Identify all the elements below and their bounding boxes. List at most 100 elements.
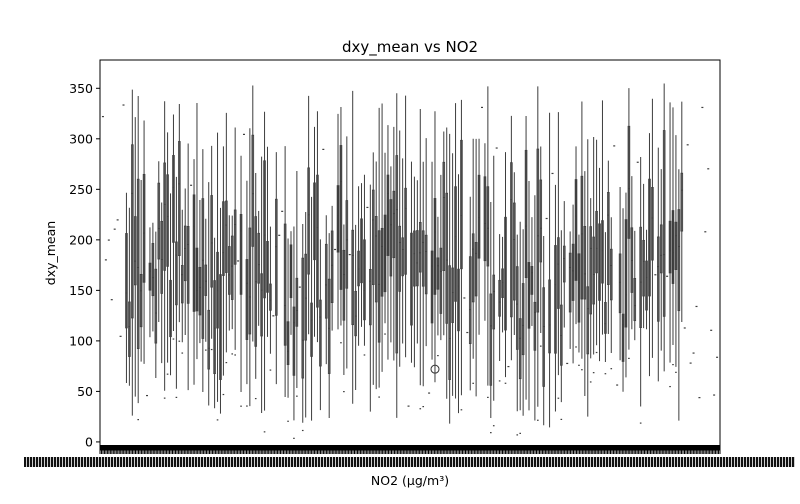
box-body <box>601 220 604 284</box>
box-body <box>392 190 396 259</box>
box-body <box>633 278 637 322</box>
x-tick-label <box>708 457 711 467</box>
box-group <box>351 90 354 404</box>
box-group <box>389 166 393 343</box>
box-group <box>198 200 202 344</box>
x-tick-label <box>159 457 162 467</box>
x-tick-label <box>366 457 369 467</box>
box-group <box>536 86 540 421</box>
box-body <box>131 144 134 319</box>
x-tick-label <box>597 457 600 467</box>
x-tick-label <box>171 457 174 467</box>
box-group <box>398 130 401 367</box>
box-body <box>175 241 178 306</box>
box-group <box>354 224 357 391</box>
x-tick-label <box>333 457 336 467</box>
x-tick-label <box>108 457 111 467</box>
x-tick-label <box>240 457 243 467</box>
box-group <box>557 112 560 399</box>
x-tick-label <box>633 457 636 467</box>
box-group <box>574 146 578 348</box>
box-body <box>448 265 451 380</box>
box-body <box>574 179 578 281</box>
box-group <box>554 184 557 412</box>
box-group <box>451 153 454 396</box>
x-tick-label <box>564 457 567 467</box>
box-body <box>618 253 622 314</box>
x-tick-label <box>657 457 660 467</box>
x-tick-label <box>579 457 582 467</box>
x-tick-label <box>336 457 339 467</box>
x-axis <box>24 445 795 467</box>
box-body <box>595 210 598 274</box>
box-group <box>674 135 678 373</box>
x-tick-band <box>100 445 720 450</box>
box-group <box>592 137 595 374</box>
x-tick-label <box>270 457 273 467</box>
box-body <box>307 167 310 275</box>
x-tick-label <box>303 457 306 467</box>
box-group <box>178 104 181 342</box>
x-tick-label <box>111 457 114 467</box>
box-group <box>492 155 496 427</box>
box-group <box>595 139 598 354</box>
box-body <box>413 230 416 287</box>
box-body <box>645 260 648 311</box>
box-group <box>301 223 305 432</box>
box-group <box>369 184 372 412</box>
x-tick-label <box>609 457 612 467</box>
box-group <box>363 174 366 356</box>
box-body <box>310 302 313 357</box>
x-tick-label <box>426 457 429 467</box>
box-group <box>319 239 322 411</box>
box-group <box>448 133 451 424</box>
box-body <box>580 175 584 300</box>
x-tick-label <box>744 457 747 467</box>
x-tick-label <box>651 457 654 467</box>
x-tick-label <box>204 457 207 467</box>
x-tick-label <box>351 457 354 467</box>
x-tick-label <box>489 457 492 467</box>
x-tick-label <box>318 457 321 467</box>
x-tick-label <box>120 457 123 467</box>
box-group <box>454 103 457 399</box>
box-group <box>222 146 225 396</box>
x-tick-label <box>507 457 510 467</box>
x-tick-label <box>531 457 534 467</box>
box-group <box>639 157 642 424</box>
box-group <box>307 95 310 335</box>
x-tick-label <box>399 457 402 467</box>
x-tick-label <box>705 457 708 467</box>
x-tick-label <box>693 457 696 467</box>
x-tick-label <box>87 457 90 467</box>
x-tick-label <box>135 457 138 467</box>
x-tick-label <box>594 457 597 467</box>
box-body <box>377 230 381 343</box>
x-tick-label <box>378 457 381 467</box>
x-tick-label <box>321 457 324 467</box>
x-tick-label <box>735 457 738 467</box>
x-tick-label <box>156 457 159 467</box>
x-tick-label <box>561 457 564 467</box>
box-group <box>624 192 628 378</box>
box-group <box>677 169 681 421</box>
box-group <box>186 143 190 391</box>
x-tick-label <box>78 457 81 467</box>
x-tick-label <box>216 457 219 467</box>
box-body <box>233 209 237 265</box>
box-group <box>157 161 161 323</box>
x-tick-label <box>201 457 204 467</box>
box-group <box>671 107 675 366</box>
y-tick-label: 0 <box>85 434 93 449</box>
box-group <box>383 152 387 335</box>
box-body <box>313 182 316 261</box>
x-tick-label <box>177 457 180 467</box>
x-tick-label <box>486 457 489 467</box>
x-tick-label <box>168 457 171 467</box>
x-tick-label <box>102 457 105 467</box>
box-body <box>642 239 645 297</box>
x-tick-label <box>699 457 702 467</box>
box-body <box>248 227 252 335</box>
x-tick-label <box>123 457 126 467</box>
box-body <box>474 242 478 297</box>
